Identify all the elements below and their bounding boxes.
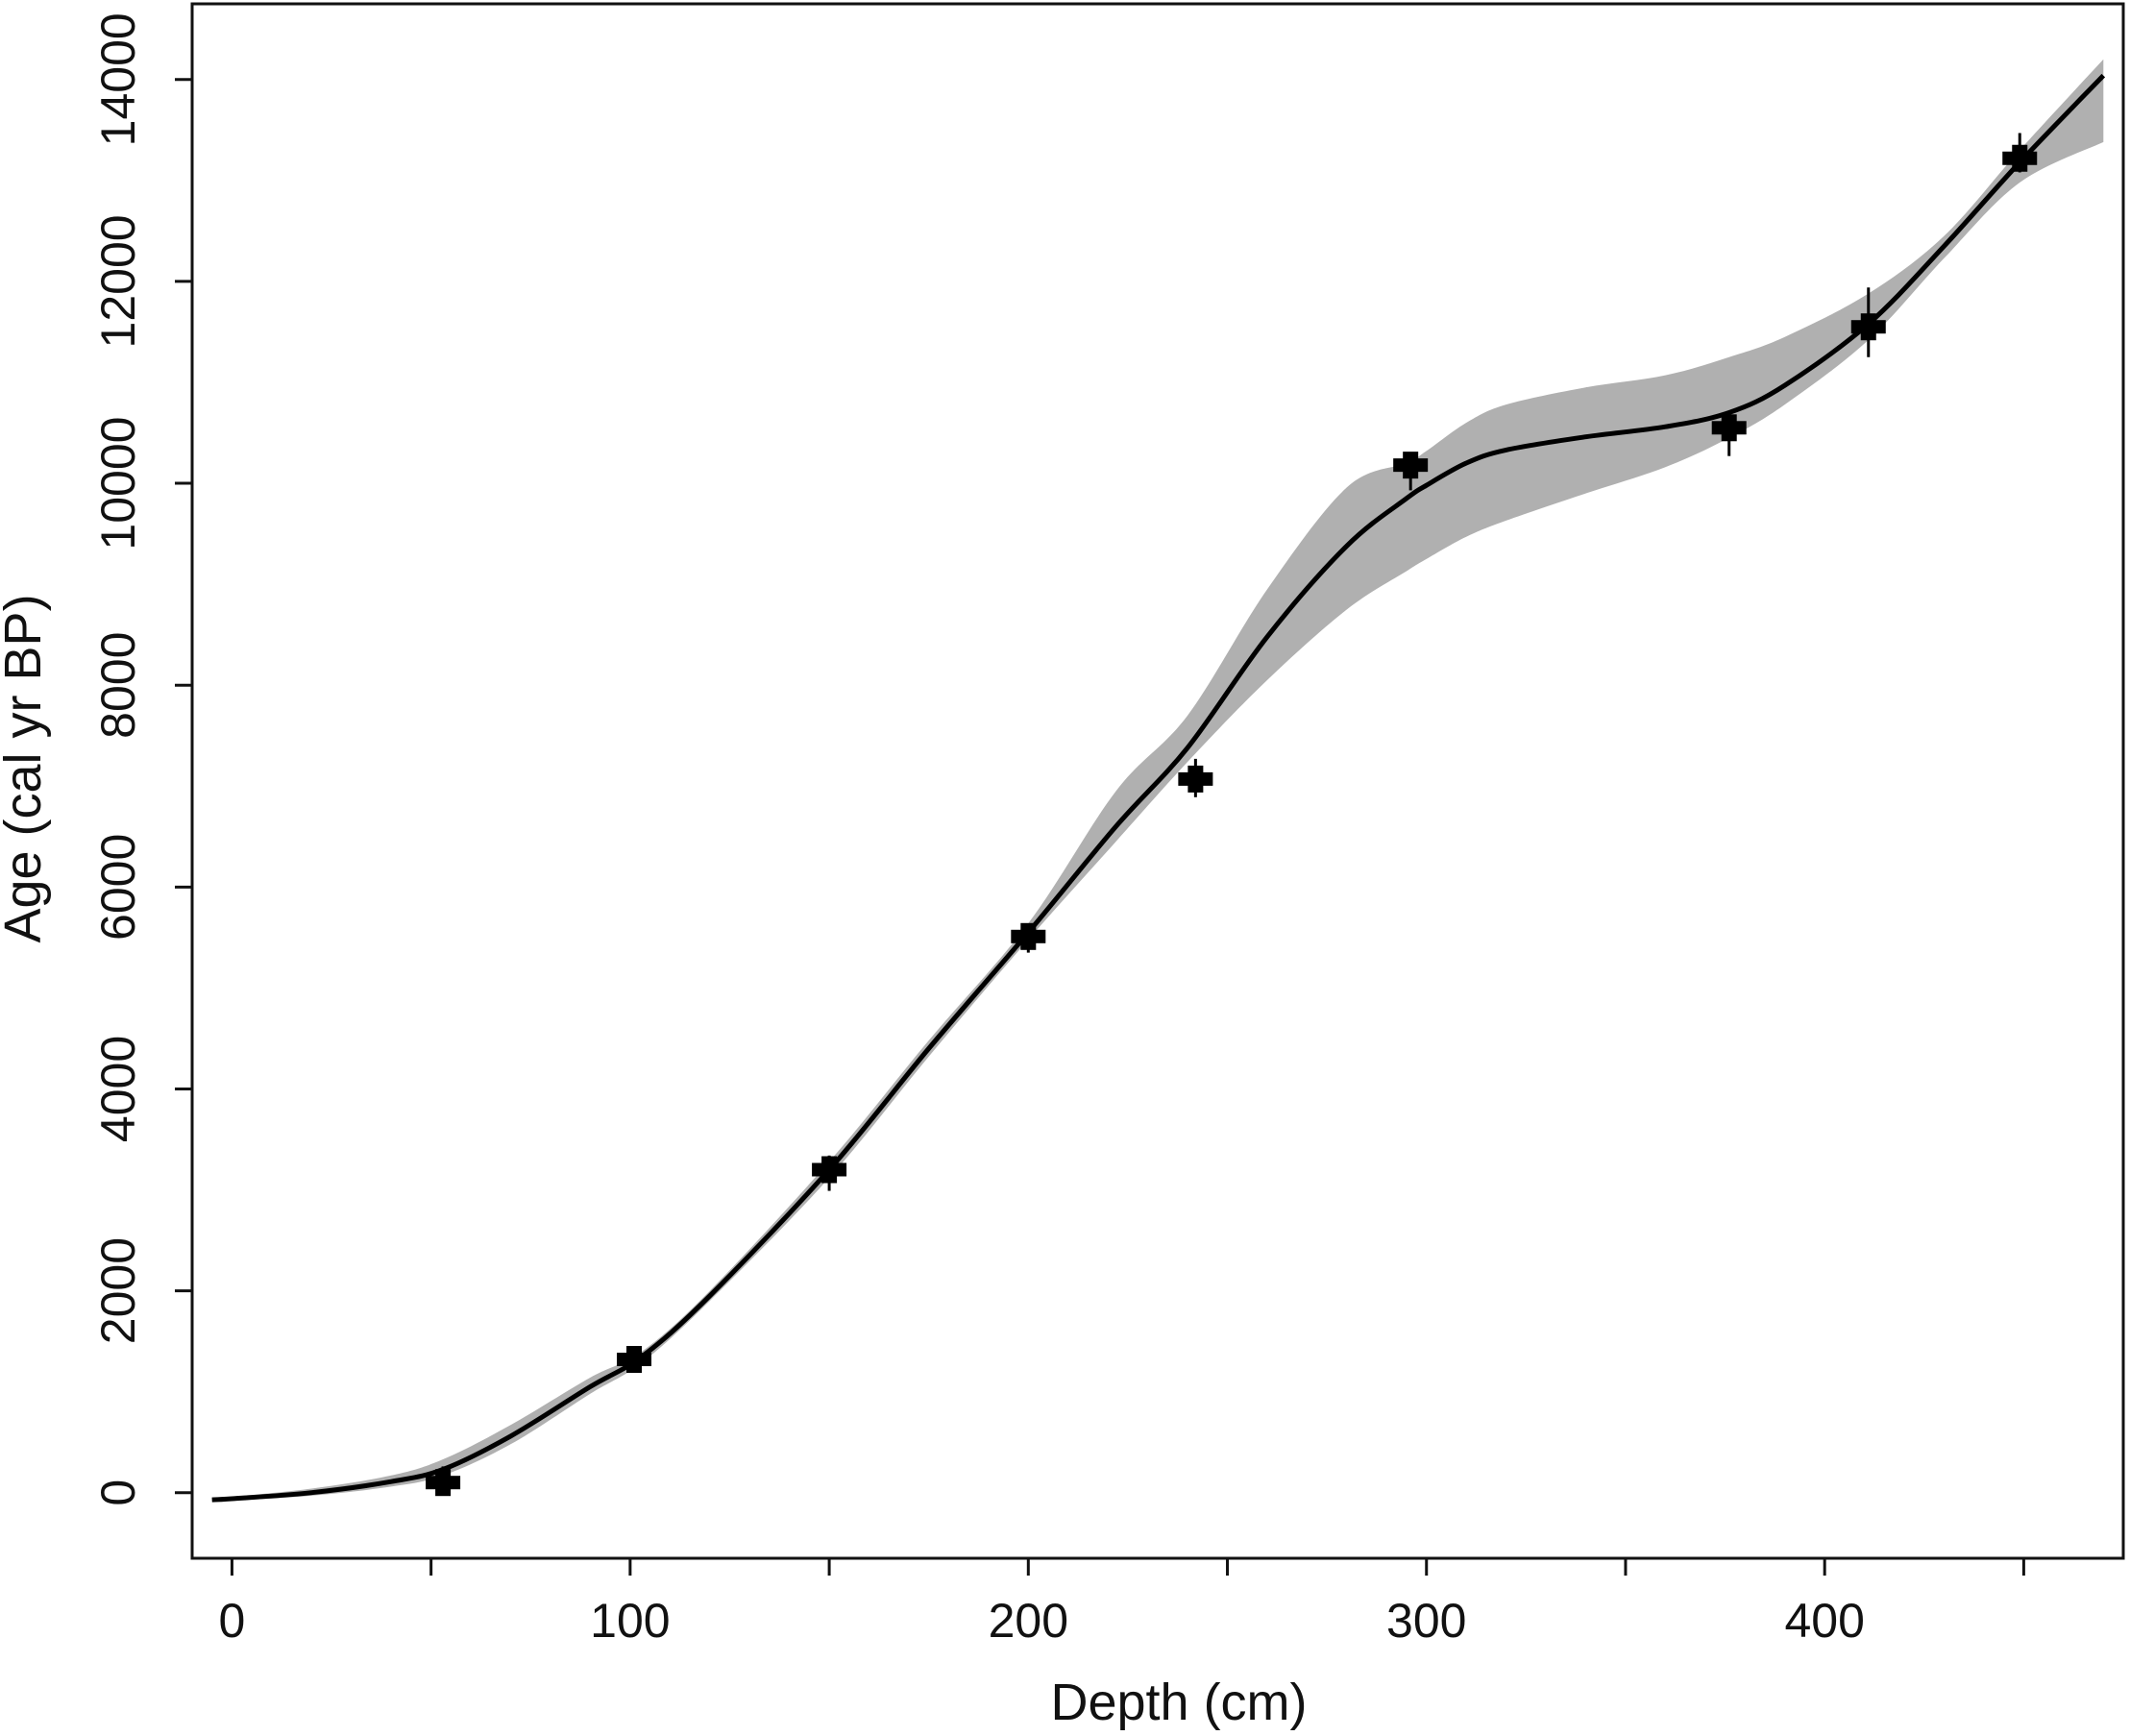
x-tick-label: 300 — [1386, 1594, 1466, 1648]
x-tick-label: 400 — [1784, 1594, 1864, 1648]
dated-sample-peak — [1187, 765, 1204, 793]
dated-sample-peak — [435, 1469, 452, 1497]
dated-sample-peak — [1020, 922, 1037, 950]
dated-sample — [617, 1346, 652, 1374]
dated-samples-layer — [426, 133, 2038, 1497]
y-tick-label: 4000 — [91, 1036, 145, 1142]
dated-sample-peak — [821, 1156, 838, 1184]
age-model-line-layer — [211, 73, 2106, 1503]
y-tick-label: 8000 — [91, 632, 145, 739]
y-tick-label: 10000 — [91, 417, 145, 550]
x-axis: 0 100 200 300 400 — [219, 1558, 2025, 1648]
dated-sample — [1178, 758, 1213, 797]
dated-sample — [1850, 287, 1886, 357]
x-tick-label: 0 — [219, 1594, 246, 1648]
dated-sample — [2002, 133, 2038, 173]
x-tick-label: 100 — [590, 1594, 670, 1648]
y-tick-label: 12000 — [91, 214, 145, 348]
dated-sample — [1711, 414, 1747, 456]
dated-sample — [426, 1466, 461, 1497]
y-tick-label: 6000 — [91, 834, 145, 941]
dated-sample — [1011, 922, 1046, 953]
y-tick-label: 14000 — [91, 12, 145, 146]
x-axis-title: Depth (cm) — [1050, 1674, 1307, 1731]
y-axis: 0 2000 4000 6000 8000 10000 12000 14000 — [91, 12, 192, 1506]
y-tick-label: 0 — [91, 1479, 145, 1506]
dated-sample-peak — [2012, 144, 2028, 172]
y-axis-title: Age (cal yr BP) — [0, 594, 52, 942]
plot-frame — [190, 2, 2125, 1560]
dated-sample — [1393, 452, 1429, 491]
dated-sample-peak — [1721, 414, 1737, 442]
dated-sample-peak — [626, 1346, 643, 1374]
age-model-line — [211, 73, 2106, 1503]
y-tick-label: 2000 — [91, 1237, 145, 1344]
x-tick-label: 200 — [989, 1594, 1068, 1648]
dated-sample-peak — [1860, 313, 1876, 341]
dated-sample-peak — [1403, 452, 1419, 479]
dated-sample — [812, 1155, 847, 1191]
